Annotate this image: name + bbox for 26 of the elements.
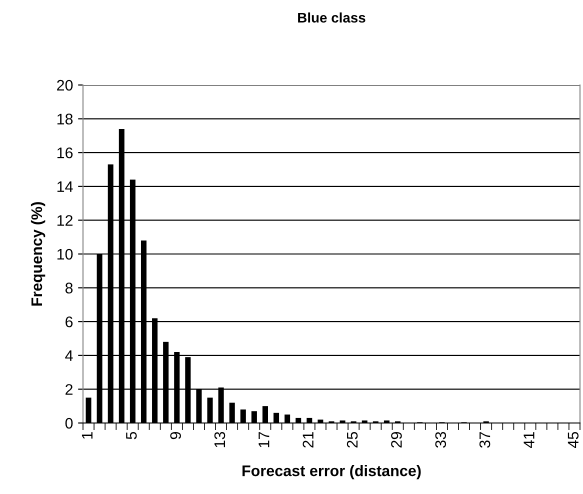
x-tick-label: 33 [435,432,446,448]
y-tick-label: 16 [57,147,73,158]
y-axis-title: Frequency (%) [30,202,46,306]
y-tick-label: 0 [65,418,73,429]
x-tick-label: 25 [346,432,358,448]
y-tick-label: 8 [65,282,73,294]
x-tick-label: 29 [391,432,402,448]
x-tick-label: 41 [524,432,534,448]
y-tick-label: 10 [57,248,73,260]
y-tick-label: 12 [57,215,73,226]
x-tick-label: 45 [568,432,579,448]
x-axis-title: Forecast error (distance) [242,464,421,480]
y-tick-label: 20 [57,80,73,91]
y-tick-label: 18 [57,114,73,124]
x-tick-label: 9 [170,432,181,440]
x-tick-label: 17 [258,432,270,448]
y-tick-label: 6 [66,316,73,328]
x-tick-label: 1 [82,432,92,439]
y-tick-label: 4 [65,350,73,361]
x-tick-label: 5 [126,432,137,440]
y-tick-label: 2 [66,384,73,395]
x-tick-label: 37 [479,432,490,448]
x-tick-label: 13 [214,432,226,448]
chart-title: Blue class [298,12,366,23]
x-tick-label: 21 [302,432,314,448]
y-tick-label: 14 [57,181,73,192]
